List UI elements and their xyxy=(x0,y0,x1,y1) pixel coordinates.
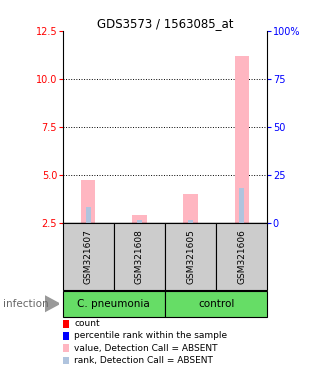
Polygon shape xyxy=(45,296,59,312)
Bar xyxy=(183,194,198,223)
Bar xyxy=(63,223,114,290)
Text: percentile rank within the sample: percentile rank within the sample xyxy=(74,331,227,341)
Bar xyxy=(165,291,267,317)
Text: infection: infection xyxy=(3,299,49,309)
Bar xyxy=(165,223,216,290)
Text: GSM321605: GSM321605 xyxy=(186,229,195,284)
Text: C. pneumonia: C. pneumonia xyxy=(78,299,150,309)
Bar xyxy=(81,180,95,223)
Bar xyxy=(235,56,249,223)
Bar xyxy=(239,188,244,223)
Text: control: control xyxy=(198,299,234,309)
Text: rank, Detection Call = ABSENT: rank, Detection Call = ABSENT xyxy=(74,356,213,365)
Bar xyxy=(63,291,165,317)
Text: count: count xyxy=(74,319,100,328)
Bar xyxy=(86,207,91,223)
Bar xyxy=(132,215,147,223)
Text: value, Detection Call = ABSENT: value, Detection Call = ABSENT xyxy=(74,344,218,353)
Bar xyxy=(114,223,165,290)
Text: GSM321606: GSM321606 xyxy=(237,229,246,284)
Text: GSM321607: GSM321607 xyxy=(84,229,93,284)
Bar xyxy=(188,220,193,223)
Text: GSM321608: GSM321608 xyxy=(135,229,144,284)
Bar xyxy=(216,223,267,290)
Bar xyxy=(137,220,142,223)
Text: GDS3573 / 1563085_at: GDS3573 / 1563085_at xyxy=(97,17,233,30)
